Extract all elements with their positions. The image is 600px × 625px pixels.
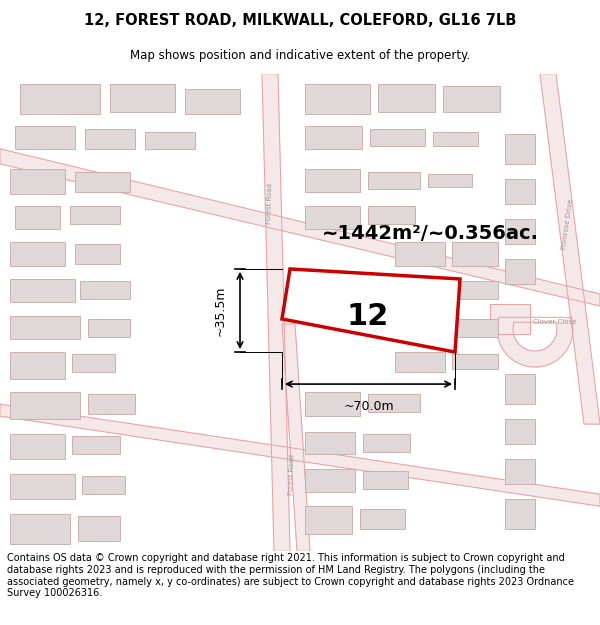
Polygon shape (360, 509, 405, 529)
Polygon shape (363, 434, 410, 452)
Polygon shape (70, 206, 120, 224)
Text: Clover Close: Clover Close (533, 319, 577, 325)
Polygon shape (72, 436, 120, 454)
Text: Map shows position and indicative extent of the property.: Map shows position and indicative extent… (130, 49, 470, 62)
Text: Forest Road: Forest Road (266, 183, 274, 224)
Polygon shape (262, 74, 290, 551)
Polygon shape (10, 169, 65, 194)
Polygon shape (428, 174, 472, 187)
Polygon shape (505, 219, 535, 244)
Polygon shape (185, 89, 240, 114)
Polygon shape (145, 132, 195, 149)
Polygon shape (282, 269, 460, 352)
Polygon shape (363, 471, 408, 489)
Polygon shape (505, 259, 535, 284)
Text: 12: 12 (347, 301, 389, 331)
Text: ~35.5m: ~35.5m (214, 285, 227, 336)
Polygon shape (505, 134, 535, 164)
Polygon shape (368, 172, 420, 189)
Polygon shape (15, 206, 60, 229)
Polygon shape (452, 354, 498, 369)
Polygon shape (505, 179, 535, 204)
Text: Forest Road: Forest Road (288, 454, 296, 495)
Polygon shape (368, 206, 415, 224)
Polygon shape (368, 394, 420, 412)
Polygon shape (505, 374, 535, 404)
Polygon shape (0, 149, 600, 306)
Polygon shape (395, 242, 445, 266)
Polygon shape (370, 129, 425, 146)
Polygon shape (305, 506, 352, 534)
Text: ~1442m²/~0.356ac.: ~1442m²/~0.356ac. (322, 224, 539, 243)
Polygon shape (110, 84, 175, 112)
Polygon shape (88, 394, 135, 414)
Polygon shape (10, 316, 80, 339)
Polygon shape (305, 84, 370, 114)
Polygon shape (10, 392, 80, 419)
Text: Contains OS data © Crown copyright and database right 2021. This information is : Contains OS data © Crown copyright and d… (7, 554, 574, 598)
Polygon shape (443, 86, 500, 112)
Polygon shape (15, 126, 75, 149)
Polygon shape (433, 132, 478, 146)
Polygon shape (505, 459, 535, 484)
Polygon shape (395, 316, 445, 339)
Polygon shape (85, 129, 135, 149)
Polygon shape (305, 126, 362, 149)
Polygon shape (20, 84, 100, 114)
Polygon shape (452, 242, 498, 266)
Polygon shape (497, 318, 573, 367)
Polygon shape (10, 242, 65, 266)
Polygon shape (490, 304, 530, 334)
Polygon shape (282, 324, 310, 551)
Polygon shape (452, 281, 498, 299)
Polygon shape (82, 476, 125, 494)
Polygon shape (305, 392, 360, 416)
Polygon shape (540, 74, 600, 424)
Polygon shape (305, 206, 360, 229)
Polygon shape (0, 404, 600, 506)
Polygon shape (72, 354, 115, 372)
Polygon shape (80, 281, 130, 299)
Polygon shape (305, 432, 355, 454)
Polygon shape (452, 319, 498, 337)
Polygon shape (10, 434, 65, 459)
Polygon shape (305, 469, 355, 492)
Polygon shape (378, 84, 435, 112)
Polygon shape (10, 279, 75, 302)
Polygon shape (75, 172, 130, 192)
Polygon shape (505, 499, 535, 529)
Polygon shape (88, 319, 130, 337)
Polygon shape (505, 419, 535, 444)
Polygon shape (395, 279, 445, 302)
Text: 12, FOREST ROAD, MILKWALL, COLEFORD, GL16 7LB: 12, FOREST ROAD, MILKWALL, COLEFORD, GL1… (84, 13, 516, 28)
Polygon shape (78, 516, 120, 541)
Polygon shape (75, 244, 120, 264)
Polygon shape (305, 169, 360, 192)
Polygon shape (10, 474, 75, 499)
Text: ~70.0m: ~70.0m (343, 399, 394, 412)
Polygon shape (395, 352, 445, 372)
Polygon shape (10, 514, 70, 544)
Polygon shape (10, 352, 65, 379)
Text: Primrose Drive: Primrose Drive (562, 198, 575, 250)
